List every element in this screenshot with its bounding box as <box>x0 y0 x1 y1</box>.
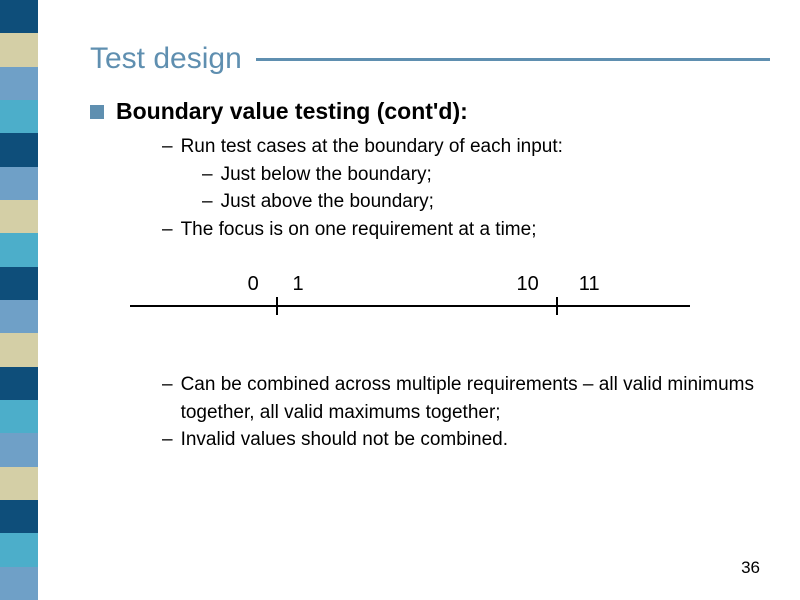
list-item: – The focus is on one requirement at a t… <box>162 216 770 244</box>
sidebar-stripe <box>0 300 38 333</box>
sidebar-stripe <box>0 67 38 100</box>
number-line-axis <box>130 305 690 307</box>
sidebar-stripe <box>0 33 38 66</box>
number-line-label: 1 <box>292 273 303 296</box>
list-text: Invalid values should not be combined. <box>181 426 508 454</box>
dash-icon: – <box>202 188 213 216</box>
sidebar-stripe <box>0 367 38 400</box>
sidebar-stripe <box>0 233 38 266</box>
dash-icon: – <box>162 426 173 454</box>
title-row: Test design <box>90 42 770 76</box>
decorative-sidebar <box>0 0 38 600</box>
list-text: Run test cases at the boundary of each i… <box>181 133 563 161</box>
sidebar-stripe <box>0 533 38 566</box>
nested-sublist: – Just below the boundary; – Just above … <box>202 161 770 216</box>
square-bullet-icon <box>90 105 104 119</box>
slide-title: Test design <box>90 42 242 76</box>
top-sublist: – Run test cases at the boundary of each… <box>162 133 770 243</box>
number-line-label: 10 <box>516 273 538 296</box>
sidebar-stripe <box>0 433 38 466</box>
list-text: The focus is on one requirement at a tim… <box>181 216 537 244</box>
list-text: Just below the boundary; <box>221 161 432 189</box>
main-heading: Boundary value testing (cont'd): <box>116 98 468 125</box>
page-number: 36 <box>741 558 760 578</box>
sidebar-stripe <box>0 133 38 166</box>
sidebar-stripe <box>0 200 38 233</box>
title-divider <box>256 58 770 61</box>
list-item: – Run test cases at the boundary of each… <box>162 133 770 161</box>
list-item: – Just below the boundary; <box>202 161 770 189</box>
list-text: Can be combined across multiple requirem… <box>181 371 770 426</box>
main-bullet: Boundary value testing (cont'd): <box>90 98 770 125</box>
sidebar-stripe <box>0 467 38 500</box>
list-item: – Invalid values should not be combined. <box>162 426 770 454</box>
dash-icon: – <box>202 161 213 189</box>
number-line-label: 0 <box>248 273 259 296</box>
sidebar-stripe <box>0 567 38 600</box>
sidebar-stripe <box>0 100 38 133</box>
bottom-sublist: – Can be combined across multiple requir… <box>162 371 770 454</box>
slide-content: Test design Boundary value testing (cont… <box>90 42 770 454</box>
list-text: Just above the boundary; <box>221 188 434 216</box>
dash-icon: – <box>162 133 173 161</box>
sidebar-stripe <box>0 0 38 33</box>
dash-icon: – <box>162 371 173 426</box>
dash-icon: – <box>162 216 173 244</box>
number-line-diagram: 0 1 10 11 <box>130 271 690 331</box>
sidebar-stripe <box>0 400 38 433</box>
number-line-tick <box>276 297 278 315</box>
list-item: – Just above the boundary; <box>202 188 770 216</box>
sidebar-stripe <box>0 333 38 366</box>
sidebar-stripe <box>0 500 38 533</box>
sidebar-stripe <box>0 167 38 200</box>
sidebar-stripe <box>0 267 38 300</box>
number-line-tick <box>556 297 558 315</box>
list-item: – Can be combined across multiple requir… <box>162 371 770 426</box>
number-line-label: 11 <box>579 273 600 296</box>
